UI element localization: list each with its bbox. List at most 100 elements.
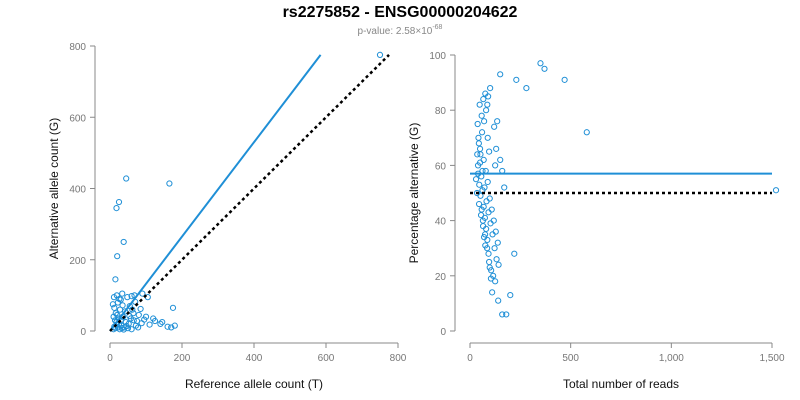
- left-data-point: [159, 318, 166, 326]
- right-data-point: [561, 76, 568, 83]
- left-data-point: [122, 308, 129, 315]
- right-data-point: [474, 151, 481, 158]
- right-data-point: [523, 85, 530, 92]
- left-data-point: [112, 276, 119, 283]
- left-y-tick-label: 0: [80, 327, 86, 338]
- right-x-tick-label: 500: [562, 353, 579, 364]
- left-data-point: [123, 322, 130, 330]
- left-y-tick-label: 800: [69, 42, 86, 53]
- left-data-point: [130, 310, 137, 317]
- right-data-point: [483, 107, 490, 114]
- right-data-point: [483, 198, 490, 205]
- left-data-point: [128, 292, 135, 300]
- left-data-point: [124, 294, 131, 301]
- left-x-tick-label: 200: [174, 353, 191, 364]
- left-data-point: [376, 51, 384, 59]
- right-data-point: [480, 96, 487, 103]
- right-data-point: [511, 250, 518, 257]
- right-data-point: [507, 292, 514, 299]
- left-reference-line: [109, 54, 390, 332]
- right-data-point: [485, 209, 492, 216]
- left-data-point: [120, 238, 127, 246]
- right-x-tick-label: 0: [467, 353, 473, 364]
- right-data-point: [491, 245, 498, 252]
- left-data-point: [116, 295, 123, 303]
- right-data-point: [489, 231, 496, 238]
- right-data-point: [537, 60, 544, 67]
- right-data-point: [484, 178, 491, 186]
- left-data-point: [114, 253, 121, 260]
- right-data-point: [494, 118, 501, 125]
- p-value-mantissa: 2.58×10: [395, 26, 433, 37]
- left-data-point: [129, 306, 136, 313]
- left-data-point: [134, 324, 142, 331]
- right-x-axis-label: Total number of reads: [563, 377, 679, 391]
- right-data-point: [492, 278, 499, 285]
- left-data-point: [157, 320, 164, 327]
- left-data-point: [137, 305, 144, 313]
- right-data-point: [487, 220, 494, 227]
- left-data-point: [128, 326, 135, 333]
- left-data-point: [139, 290, 146, 297]
- left-fit-line: [109, 54, 322, 332]
- right-y-axis-label: Percentage alternative (G): [407, 123, 421, 264]
- right-data-point: [583, 129, 590, 136]
- right-data-point: [501, 184, 508, 191]
- right-data-point: [475, 200, 483, 208]
- right-y-tick-label: 0: [440, 327, 446, 338]
- right-data-point: [487, 85, 494, 92]
- right-data-point: [479, 217, 486, 224]
- left-x-tick-label: 800: [390, 353, 407, 364]
- right-data-point: [484, 134, 491, 141]
- right-data-point: [499, 311, 506, 318]
- left-y-tick-label: 200: [69, 256, 86, 267]
- right-data-point: [486, 148, 493, 155]
- right-data-point: [480, 234, 488, 241]
- left-data-point: [114, 311, 121, 319]
- left-data-point: [166, 180, 173, 187]
- left-data-point: [164, 323, 171, 330]
- left-y-tick-label: 400: [69, 185, 86, 196]
- right-data-point: [487, 275, 495, 282]
- right-data-point: [491, 123, 498, 130]
- left-data-point: [123, 175, 130, 182]
- left-data-point: [130, 317, 137, 324]
- left-data-point: [169, 304, 177, 311]
- left-x-axis-label: Reference allele count (T): [185, 377, 323, 391]
- right-data-point: [494, 239, 501, 246]
- right-data-point: [482, 242, 489, 249]
- right-y-tick-label: 60: [435, 161, 447, 172]
- right-data-point: [486, 258, 493, 266]
- right-x-tick-label: 1,500: [759, 353, 784, 364]
- left-y-axis-label: Alternative allele count (G): [47, 118, 61, 259]
- right-data-point: [493, 145, 500, 152]
- p-value-exponent: -68: [432, 24, 443, 31]
- right-data-point: [475, 140, 482, 147]
- right-data-point: [475, 134, 482, 141]
- chart-subtitle: p-value: 2.58×10-68: [0, 24, 800, 37]
- chart-title: rs2275852 - ENSG00000204622: [282, 4, 518, 21]
- left-data-point: [119, 290, 126, 297]
- right-data-point: [485, 250, 492, 257]
- left-data-point: [171, 322, 178, 329]
- left-data-point: [146, 321, 153, 328]
- right-data-point: [541, 65, 548, 72]
- right-x-tick-label: 1,000: [659, 353, 684, 364]
- right-data-point: [495, 297, 502, 304]
- left-data-point: [138, 320, 145, 327]
- left-data-point: [109, 301, 116, 308]
- right-data-point: [497, 71, 504, 78]
- right-data-point: [492, 162, 499, 169]
- left-x-tick-label: 600: [318, 353, 335, 364]
- right-y-tick-label: 20: [435, 272, 447, 283]
- left-data-point: [113, 204, 120, 212]
- subtitle-prefix: p-value:: [357, 26, 396, 37]
- right-data-point: [472, 176, 480, 183]
- right-y-tick-label: 100: [429, 51, 446, 62]
- right-data-point: [772, 187, 780, 194]
- right-data-point: [493, 256, 500, 263]
- right-data-point: [482, 90, 489, 97]
- right-y-tick-label: 40: [435, 217, 447, 228]
- right-data-point: [477, 151, 484, 158]
